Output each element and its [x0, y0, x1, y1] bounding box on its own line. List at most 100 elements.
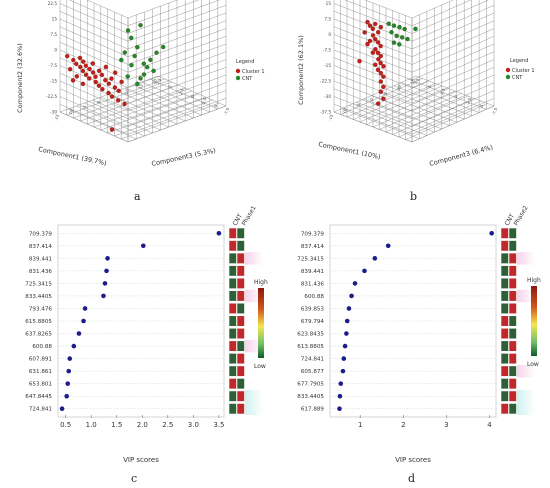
grid-line [405, 103, 488, 140]
grid-line [411, 98, 495, 135]
grid-line [127, 5, 227, 42]
x-tick-label: 0 [96, 100, 102, 105]
row-label: 839.441 [29, 256, 53, 262]
row-label: 613.8805 [297, 344, 324, 350]
cluster-point [357, 58, 362, 64]
cluster-point [381, 74, 386, 79]
heatmap-cell [236, 227, 245, 239]
cnt-point [399, 35, 405, 40]
cluster-point [80, 59, 86, 64]
grid-line [333, 88, 413, 119]
vip-point [352, 281, 358, 286]
vip-point [341, 356, 347, 361]
grid-line [411, 5, 495, 42]
panel-d-points [337, 230, 494, 412]
vip-point [349, 293, 354, 299]
panel-a-legend-cnt-marker [235, 75, 241, 81]
cnt-point [160, 44, 166, 50]
x-tick-label: 10 [123, 88, 130, 95]
cluster-point [381, 64, 386, 69]
heatmap-cell [500, 353, 509, 365]
x-tick-label: 2.5 [162, 421, 173, 429]
cnt-point [128, 35, 134, 41]
row-label: 600.88 [32, 344, 52, 350]
cluster-point [116, 88, 121, 94]
grid-line [59, 11, 129, 42]
vip-point [344, 318, 350, 324]
panel-b-legend-title: Legend [510, 58, 528, 64]
x-tick-label: -15 [327, 113, 334, 121]
cnt-point [413, 26, 418, 32]
cnt-point [402, 26, 407, 32]
heatmap-cell [228, 265, 237, 277]
panel-a-axis-component2-label: Component2 (32.6%) [16, 43, 24, 113]
cnt-point [141, 61, 146, 66]
x-tick-label: 5 [382, 91, 388, 96]
heatmap-cell [228, 327, 237, 340]
y-tick-label: -7.5 [323, 48, 332, 53]
panel-b-axis-component1-label: Component1 (10%) [318, 140, 382, 161]
panel-b-legend: Legend Cluster 1 CNT [505, 58, 535, 81]
cluster-point [90, 61, 96, 66]
panel-c-colorbar-low: Low [254, 363, 266, 370]
panel-c-points [59, 230, 222, 412]
heatmap-cell [508, 327, 517, 340]
cnt-point [397, 24, 402, 30]
grid-line [411, 43, 495, 81]
heatmap-cell [236, 265, 245, 277]
heatmap-cell [508, 403, 517, 415]
cluster-point [74, 74, 80, 79]
highlight-band [517, 289, 535, 303]
cluster-point [378, 70, 384, 76]
y-tick-label: -15 [50, 79, 57, 84]
cluster-point [90, 70, 96, 75]
x-tick-label: 15 [137, 83, 144, 90]
grid-line [366, 88, 449, 125]
grid-line [333, 104, 413, 135]
grid-line [100, 93, 199, 131]
panel-b-axis-component3-label: Component3 (6.4%) [428, 143, 493, 168]
vip-point [346, 306, 352, 311]
panel-a-3d-scatter: 3022.5157.50-7.5-15-22.5-30-15-10-505101… [16, 0, 265, 203]
vip-point [216, 230, 222, 236]
y-tick-label: 7.5 [324, 17, 331, 22]
heatmap-cell [236, 290, 245, 302]
heatmap-cell [236, 252, 245, 264]
cnt-point [132, 53, 137, 59]
cluster-point [93, 79, 98, 85]
highlight-band [517, 389, 535, 415]
heatmap-cell [228, 290, 237, 302]
grid-line [364, 0, 413, 19]
grid-line [59, 34, 129, 65]
grid-line [333, 11, 413, 42]
panel-d-colorbar-low: Low [527, 361, 539, 368]
panel-c-row-labels: 709.379 837.414 839.441 831.436 725.3415 833.… [25, 231, 52, 412]
cluster-point [375, 40, 381, 45]
cluster-point [365, 41, 370, 47]
cluster-point [106, 90, 111, 96]
panel-c-colorbar-high: High [254, 279, 268, 286]
heatmap-cell [500, 277, 509, 289]
z-tick-label: -7.5 [223, 107, 231, 116]
vip-point [76, 331, 82, 336]
cluster-point [103, 64, 109, 70]
heatmap-cell [228, 252, 237, 264]
panel-b-points [357, 19, 418, 106]
y-tick-label: -37.5 [320, 110, 331, 115]
grid-line [107, 96, 206, 134]
grid-line [333, 73, 413, 104]
heatmap-cell [236, 378, 245, 390]
z-tick-label: 5 [427, 84, 433, 89]
highlight-band [517, 364, 535, 378]
grid-line [411, 36, 495, 73]
cnt-point [397, 42, 402, 47]
cnt-point [141, 72, 147, 77]
heatmap-cell [508, 353, 517, 365]
row-label: 724.841 [301, 357, 325, 363]
grid-line [127, 20, 227, 57]
cnt-point [391, 40, 397, 45]
x-tick-label: 3.0 [188, 421, 199, 429]
heatmap-cell [228, 403, 237, 415]
y-tick-label: -22.5 [320, 79, 331, 84]
grid-line [359, 85, 443, 123]
